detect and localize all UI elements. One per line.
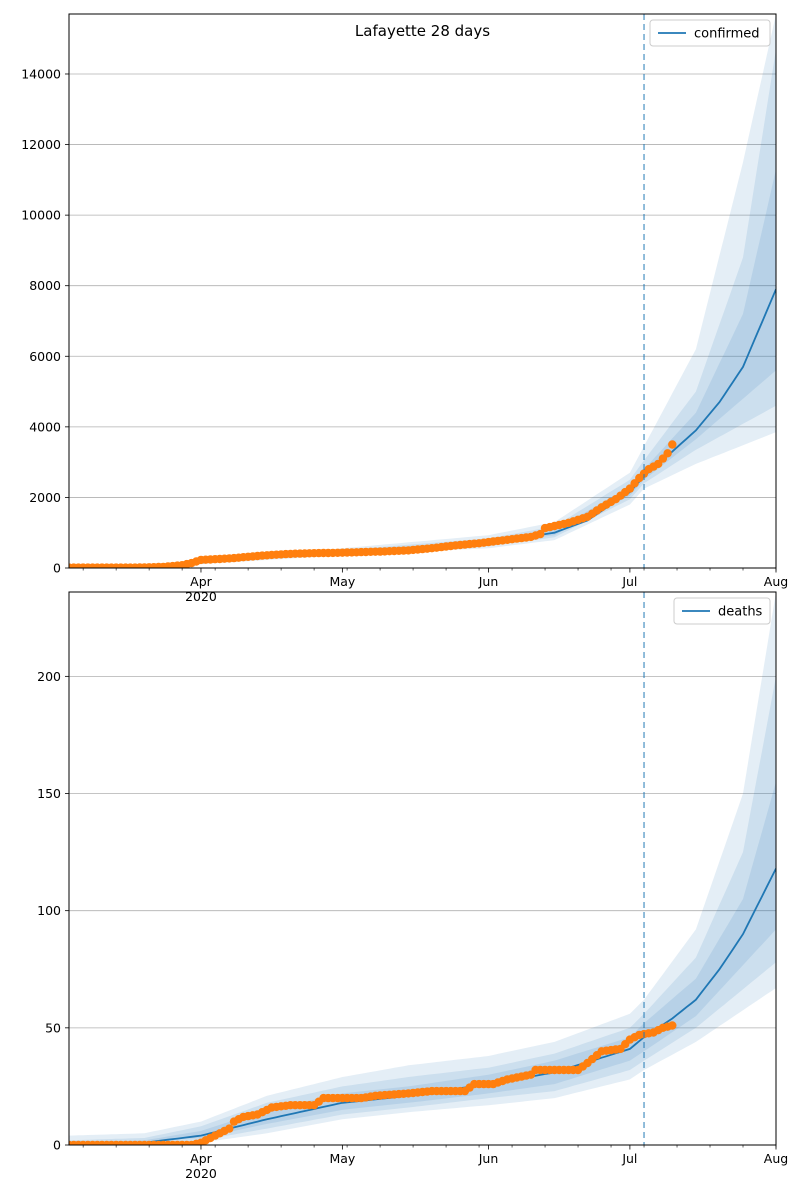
observed-point xyxy=(668,1021,677,1030)
x-tick-label: Jul xyxy=(621,574,637,589)
confidence-band xyxy=(69,592,776,1145)
observed-point xyxy=(668,440,677,449)
plot-area xyxy=(69,14,776,568)
y-tick-label: 14000 xyxy=(21,66,61,81)
x-tick-label: Apr xyxy=(190,574,212,589)
y-tick-label: 0 xyxy=(53,561,61,576)
legend: deaths xyxy=(673,597,771,625)
x-tick-label: Aug xyxy=(764,1151,788,1166)
axes-frame xyxy=(68,591,777,1146)
x-tick-label: Aug xyxy=(764,574,788,589)
legend-box xyxy=(649,19,771,47)
y-tick-label: 0 xyxy=(53,1138,61,1153)
legend-label: confirmed xyxy=(694,27,760,42)
x-tick-label: Jun xyxy=(478,1151,499,1166)
observed-point xyxy=(225,1124,234,1133)
y-tick-label: 150 xyxy=(37,786,61,801)
legend: confirmed xyxy=(649,19,771,47)
y-tick-label: 12000 xyxy=(21,137,61,152)
x-tick-label: Apr xyxy=(190,1151,212,1166)
legend-label: deaths xyxy=(718,605,763,620)
y-tick-label: 200 xyxy=(37,669,61,684)
x-tick-year-label: 2020 xyxy=(185,589,217,604)
x-tick-label: Jul xyxy=(621,1151,637,1166)
chart-title: Lafayette 28 days xyxy=(355,22,490,40)
confidence-band xyxy=(69,49,776,568)
observed-point xyxy=(663,449,672,458)
x-tick-label: Jun xyxy=(478,574,499,589)
x-tick-label: May xyxy=(329,574,355,589)
y-tick-label: 50 xyxy=(45,1020,61,1035)
legend-box xyxy=(673,597,771,625)
axes-frame xyxy=(68,13,777,569)
confidence-band xyxy=(69,169,776,568)
observed-point xyxy=(536,529,545,539)
y-tick-label: 10000 xyxy=(21,208,61,223)
y-tick-label: 4000 xyxy=(29,419,61,434)
y-tick-label: 100 xyxy=(37,903,61,918)
y-tick-label: 2000 xyxy=(29,490,61,505)
y-tick-label: 8000 xyxy=(29,278,61,293)
confidence-band xyxy=(69,14,776,568)
plot-area xyxy=(69,592,776,1145)
x-tick-year-label: 2020 xyxy=(185,1166,217,1181)
y-tick-label: 6000 xyxy=(29,349,61,364)
x-tick-label: May xyxy=(329,1151,355,1166)
